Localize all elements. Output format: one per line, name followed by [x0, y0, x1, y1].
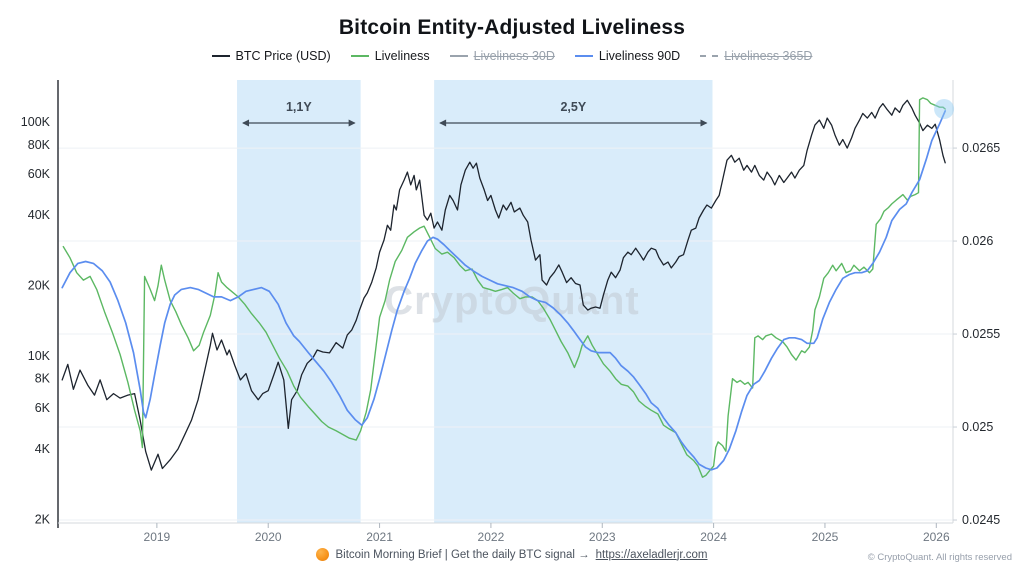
- y-left-tick-label: 10K: [28, 349, 51, 363]
- legend-swatch-liveliness-30d: [449, 55, 468, 57]
- x-tick-label: 2026: [923, 530, 950, 544]
- legend-item-liveliness-365d[interactable]: Liveliness 365D: [700, 49, 812, 63]
- legend-swatch-btc-price-usd: [211, 55, 230, 57]
- plot-area[interactable]: [58, 80, 953, 523]
- legend-item-liveliness[interactable]: Liveliness: [350, 49, 430, 63]
- footer-brief: Bitcoin Morning Brief | Get the daily BT…: [0, 548, 1024, 561]
- highlight-region-1: [237, 80, 361, 523]
- y-left-tick-label: 6K: [35, 401, 51, 415]
- region-label-2: 2,5Y: [560, 100, 586, 114]
- x-tick-label: 2021: [366, 530, 393, 544]
- highlight-region-2: [434, 80, 713, 523]
- arrow-left-head-icon: [242, 119, 250, 127]
- page-title: Bitcoin Entity-Adjusted Liveliness: [338, 16, 686, 39]
- y-right-tick-label: 0.026: [962, 234, 993, 248]
- y-left-tick-label: 2K: [35, 512, 51, 526]
- legend: BTC Price (USD) Liveliness Liveliness 30D L…: [0, 49, 1024, 63]
- legend-item-btc-price-usd[interactable]: BTC Price (USD): [211, 49, 331, 63]
- series-liveliness-90d: [61, 110, 947, 471]
- y-left-tick-label: 100K: [21, 115, 51, 129]
- legend-swatch-liveliness-90d: [574, 55, 593, 57]
- footer-link[interactable]: https://axeladlerjr.com: [595, 548, 708, 561]
- series-liveliness: [62, 97, 946, 478]
- y-left-tick-label: 60K: [28, 167, 51, 181]
- y-right-tick-label: 0.0245: [962, 513, 1000, 527]
- y-left-tick-label: 40K: [28, 208, 51, 222]
- legend-item-liveliness-30d[interactable]: Liveliness 30D: [449, 49, 555, 63]
- x-tick-label: 2025: [812, 530, 839, 544]
- y-left-tick-label: 80K: [28, 138, 51, 152]
- x-tick-label: 2024: [700, 530, 727, 544]
- y-right-tick-label: 0.0255: [962, 327, 1000, 341]
- x-tick-label: 2019: [144, 530, 171, 544]
- x-tick-label: 2023: [589, 530, 616, 544]
- legend-label-liveliness: Liveliness: [374, 49, 430, 63]
- y-right-tick-label: 0.025: [962, 420, 993, 434]
- y-left-tick-label: 8K: [35, 372, 51, 386]
- x-tick-label: 2020: [255, 530, 282, 544]
- footer-text: Bitcoin Morning Brief | Get the daily BT…: [335, 548, 590, 561]
- legend-label-liveliness-90d: Liveliness 90D: [598, 49, 681, 63]
- legend-swatch-liveliness-365d: [700, 55, 719, 57]
- legend-item-liveliness-90d[interactable]: Liveliness 90D: [574, 49, 681, 63]
- legend-swatch-liveliness: [350, 55, 369, 57]
- legend-label-btc-price-usd: BTC Price (USD): [235, 49, 331, 63]
- y-right-tick-label: 0.0265: [962, 141, 1000, 155]
- x-tick-label: 2022: [478, 530, 505, 544]
- y-left-tick-label: 4K: [35, 442, 51, 456]
- copyright: © CryptoQuant. All rights reserved: [867, 552, 1012, 563]
- arrow-left-head-icon: [439, 119, 447, 127]
- legend-label-liveliness-30d: Liveliness 30D: [473, 49, 555, 63]
- orange-circle-icon: [316, 548, 330, 561]
- latest-point-highlight: [934, 99, 955, 120]
- legend-label-liveliness-365d: Liveliness 365D: [724, 49, 813, 63]
- region-label-1: 1,1Y: [286, 100, 312, 114]
- series-btc-price-usd: [61, 99, 946, 471]
- arrow-right-head-icon: [348, 119, 356, 127]
- arrow-right-head-icon: [700, 119, 708, 127]
- y-left-tick-label: 20K: [28, 279, 51, 293]
